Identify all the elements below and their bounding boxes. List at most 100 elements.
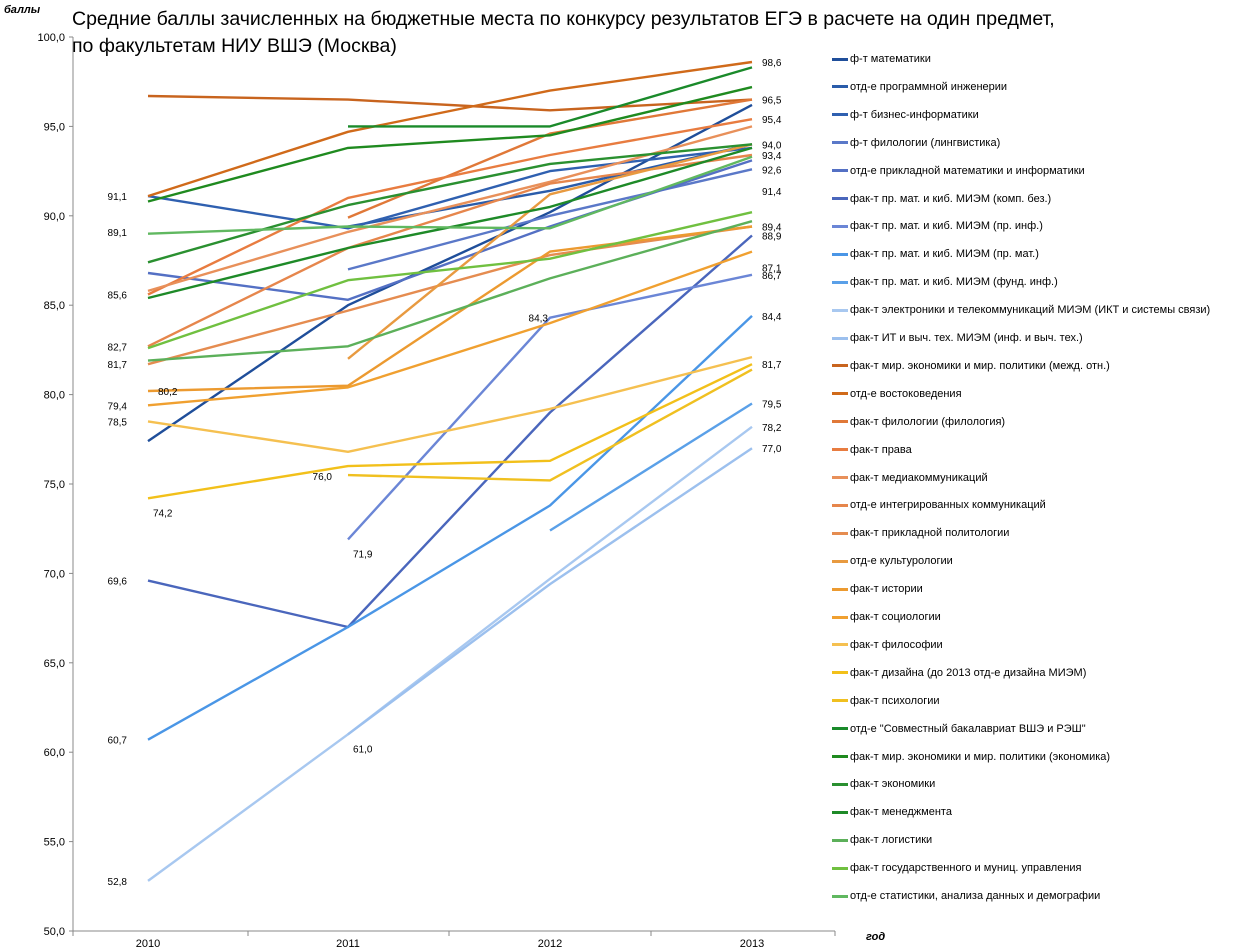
data-label: 71,9 [353, 549, 373, 560]
legend-label: фак-т менеджмента [850, 806, 952, 819]
legend-label: отд-е статистики, анализа данных и демог… [850, 890, 1101, 902]
legend-swatch [832, 476, 848, 479]
series-line-21 [147, 250, 753, 407]
legend-swatch [832, 336, 848, 340]
y-tick-label: 100,0 [37, 32, 65, 44]
legend-item: ф-т бизнес-информатики [832, 106, 979, 124]
legend-swatch [832, 57, 848, 61]
legend-label: фак-т медиакоммуникаций [850, 471, 988, 484]
legend-label: отд-е "Совместный бакалавриат ВШЭ и РЭШ" [850, 722, 1086, 735]
series-line-20 [147, 225, 753, 393]
data-label: 95,4 [762, 115, 782, 126]
legend-label: фак-т мир. экономики и мир. политики (эк… [850, 750, 1111, 763]
data-label: 81,7 [762, 360, 782, 371]
legend-swatch [832, 224, 848, 228]
legend-label: ф-т бизнес-информатики [850, 108, 979, 121]
data-label: 79,4 [108, 401, 128, 412]
legend-swatch [832, 308, 848, 312]
data-label: 77,0 [762, 444, 782, 455]
legend-label: фак-т психологии [850, 694, 940, 707]
legend-label: фак-т дизайна (до 2013 отд-е дизайна МИЭ… [850, 666, 1087, 679]
legend-item: фак-т психологии [832, 692, 940, 710]
legend-label: фак-т истории [850, 583, 923, 596]
series-line-31 [147, 155, 753, 235]
x-tick-label: 2010 [136, 938, 160, 950]
data-label: 91,4 [762, 187, 782, 198]
legend-item: фак-т философии [832, 636, 943, 654]
series-line-1 [147, 103, 753, 443]
y-tick-label: 70,0 [44, 568, 65, 580]
x-tick-label: 2012 [538, 938, 562, 950]
legend-item: отд-е интегрированных коммуникаций [832, 496, 1046, 514]
series-line-4 [347, 168, 753, 271]
data-label: 84,3 [529, 314, 549, 325]
data-label: 52,8 [108, 877, 128, 888]
data-label: 69,6 [108, 577, 128, 588]
legend-item: фак-т мир. экономики и мир. политики (ме… [832, 357, 1110, 375]
data-label: 80,2 [158, 387, 178, 398]
data-label: 61,0 [353, 744, 373, 755]
data-label: 87,1 [762, 264, 782, 275]
series-line-18 [147, 225, 753, 366]
legend-swatch [832, 894, 848, 898]
legend-item: фак-т пр. мат. и киб. МИЭМ (комп. без.) [832, 190, 1051, 208]
series-line-11 [347, 447, 753, 736]
legend-item: отд-е востоковедения [832, 385, 962, 403]
y-tick-label: 50,0 [44, 926, 65, 938]
legend-swatch [832, 559, 848, 563]
legend-label: фак-т государственного и муниц. управлен… [850, 862, 1082, 875]
legend-swatch [832, 643, 848, 647]
data-label: 92,6 [762, 165, 782, 176]
series-line-27 [147, 143, 753, 264]
legend-label: фак-т пр. мат. и киб. МИЭМ (комп. без.) [850, 192, 1052, 205]
legend-label: фак-т философии [850, 638, 943, 651]
legend-item: фак-т права [832, 441, 912, 459]
legend-swatch [832, 169, 848, 173]
chart-title: Средние баллы зачисленных на бюджетные м… [72, 6, 1055, 60]
legend-item: отд-е "Совместный бакалавриат ВШЭ и РЭШ" [832, 720, 1086, 738]
data-label: 85,6 [108, 290, 128, 301]
legend-swatch [832, 810, 848, 814]
legend-swatch [832, 866, 848, 870]
legend-label: фак-т пр. мат. и киб. МИЭМ (пр. мат.) [850, 248, 1039, 261]
legend-label: отд-е культурологии [850, 555, 953, 568]
data-label: 76,0 [313, 472, 333, 483]
legend-swatch [832, 531, 848, 535]
legend-label: фак-т прикладной политологии [850, 527, 1010, 540]
legend-item: ф-т филологии (лингвистика) [832, 134, 1000, 152]
x-axis-label: год [866, 931, 886, 943]
series-line-13 [147, 60, 753, 198]
x-tick-label: 2013 [740, 938, 764, 950]
legend-swatch [832, 85, 848, 89]
legend-item: фак-т менеджмента [832, 803, 952, 821]
series-line-8 [147, 315, 753, 741]
data-label: 84,4 [762, 312, 782, 323]
series-line-19 [347, 143, 753, 360]
series-line-24 [347, 368, 753, 482]
legend-swatch [832, 615, 848, 619]
series-line-12 [147, 94, 753, 112]
series-line-7 [347, 273, 753, 541]
y-tick-label: 85,0 [44, 300, 65, 312]
legend-swatch [832, 838, 848, 842]
legend-label: фак-т пр. мат. и киб. МИЭМ (фунд. инф.) [850, 276, 1058, 289]
y-tick-label: 75,0 [44, 479, 65, 491]
legend-item: отд-е культурологии [832, 552, 953, 570]
data-label: 81,7 [108, 360, 128, 371]
legend-label: фак-т электроники и телекоммуникаций МИЭ… [850, 304, 1211, 317]
data-label: 78,2 [762, 423, 782, 434]
y-tick-label: 90,0 [44, 211, 65, 223]
series-line-26 [147, 85, 753, 203]
legend-item: фак-т пр. мат. и киб. МИЭМ (фунд. инф.) [832, 273, 1058, 291]
legend-label: фак-т права [850, 443, 912, 456]
series-line-3 [147, 146, 753, 230]
legend-label: отд-е программной инженерии [850, 80, 1008, 93]
legend-item: отд-е прикладной математики и информатик… [832, 162, 1085, 180]
series-line-25 [348, 66, 753, 128]
legend-label: ф-т филологии (лингвистика) [850, 136, 1001, 149]
data-label: 96,5 [762, 96, 782, 107]
series-line-14 [347, 98, 753, 219]
y-tick-label: 65,0 [44, 658, 65, 670]
legend-swatch [832, 503, 848, 507]
